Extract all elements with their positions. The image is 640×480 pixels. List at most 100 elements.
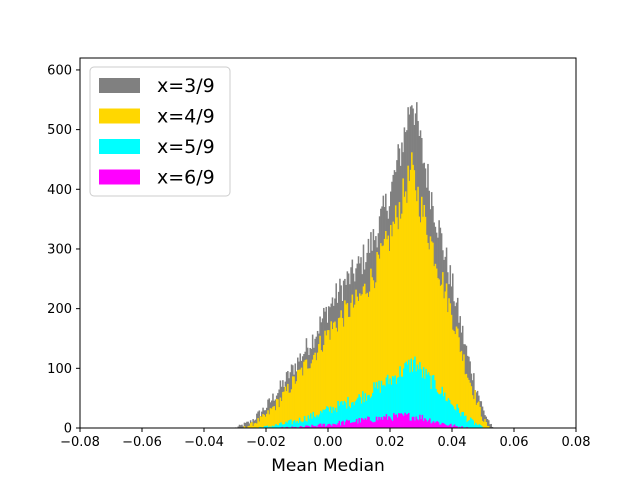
bar [273,406,275,428]
bar [369,420,372,428]
bar [442,396,445,428]
bar [388,384,390,428]
bar [319,410,322,428]
bar [446,425,448,428]
bar [419,414,421,428]
bar [261,416,263,428]
bar [412,416,415,428]
bar [396,417,399,428]
bar [274,410,277,428]
bar [432,421,435,428]
bar [393,377,395,428]
bar [305,420,307,428]
bar [271,425,274,428]
bar [447,398,450,428]
bar [435,268,438,428]
bar [303,361,305,428]
bar [422,421,425,428]
bar [241,424,243,428]
bar [443,392,446,428]
bar [406,364,409,428]
bar [483,410,485,428]
bar [296,421,298,428]
bar [412,359,415,428]
bar [448,298,450,428]
bar [423,204,426,428]
bar [318,344,320,428]
bar [342,326,345,428]
bar [319,335,321,428]
bar [323,344,325,428]
bar [283,424,286,428]
bar [432,375,435,428]
bar [454,334,457,428]
bar [277,425,280,428]
bar [268,414,271,428]
bar [404,412,406,428]
bar [354,401,357,428]
bar [384,417,386,428]
bar [450,314,453,428]
bar [367,296,370,428]
bar [486,425,489,428]
bar [350,422,353,428]
bar [312,411,315,428]
bar [334,424,337,428]
bar [292,376,294,428]
bar [465,373,468,428]
bar [340,310,342,428]
bar [281,424,284,428]
bar [345,304,347,428]
bar [393,223,396,428]
bar [407,165,409,428]
bar [381,385,384,428]
bar [287,383,289,428]
bar [448,424,451,428]
bar [373,422,375,428]
bar [301,422,303,428]
bar [477,425,479,428]
bar [361,294,364,428]
bar [346,303,349,428]
bar [378,380,380,428]
bar [456,426,458,428]
legend-label: x=6/9 [157,167,215,189]
bar [465,415,467,428]
bar [401,213,403,428]
bar [352,307,355,428]
bar [491,426,494,428]
bar [331,413,333,428]
bar [437,278,439,428]
bar [299,369,302,428]
bar [297,422,300,428]
bar [431,422,434,428]
bar [326,330,329,428]
bar [251,422,253,428]
bar [281,426,284,428]
bar [486,418,489,428]
bar [396,377,399,428]
bar [306,368,309,428]
bar [427,420,430,428]
bar [264,416,267,428]
bar [248,425,251,428]
bar [263,414,266,428]
bar [372,422,374,428]
bar [364,393,367,428]
legend-box [89,66,231,197]
bar [429,236,432,428]
bar [416,364,419,428]
bar [470,386,473,428]
bar [342,420,344,428]
bar [379,419,381,428]
x-tick-label: 0.04 [438,435,467,450]
bar [247,426,249,428]
bar [420,419,422,428]
bar [450,423,452,428]
bar [310,413,312,428]
bar [373,382,375,428]
bar [420,369,422,428]
bar [246,421,248,428]
bar [424,418,426,428]
bar [375,382,378,428]
